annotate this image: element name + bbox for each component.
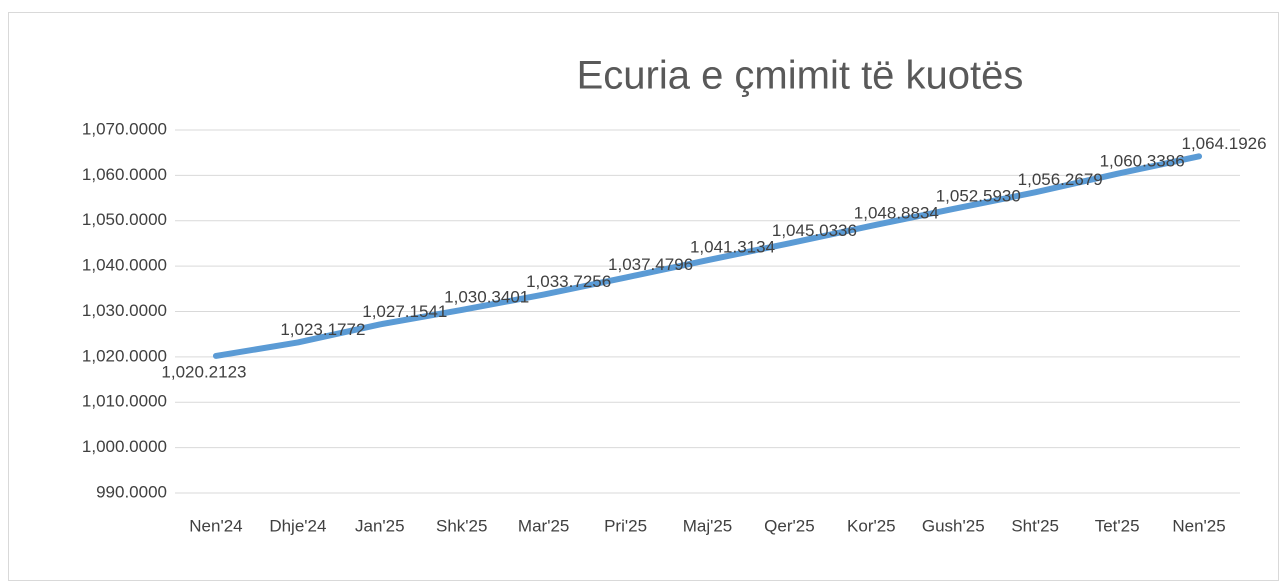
data-label: 1,064.1926: [1181, 134, 1266, 153]
x-tick-label: Sht'25: [1011, 516, 1059, 535]
y-tick-label: 1,010.0000: [82, 392, 167, 411]
y-tick-label: 990.0000: [96, 482, 167, 501]
chart-title: Ecuria e çmimit të kuotës: [577, 54, 1024, 98]
x-tick-label: Kor'25: [847, 516, 896, 535]
line-series: [212, 153, 1203, 359]
x-tick-label: Qer'25: [764, 516, 815, 535]
data-label: 1,060.3386: [1100, 151, 1185, 170]
y-tick-label: 1,060.0000: [82, 165, 167, 184]
data-label: 1,052.5930: [936, 186, 1021, 205]
data-label: 1,023.1772: [280, 320, 365, 339]
data-label: 1,048.8834: [854, 203, 939, 222]
y-tick-label: 1,040.0000: [82, 256, 167, 275]
x-tick-label: Pri'25: [604, 516, 647, 535]
chart-frame: [8, 12, 1279, 581]
y-tick-label: 1,050.0000: [82, 210, 167, 229]
x-tick-label: Tet'25: [1095, 516, 1140, 535]
x-tick-label: Gush'25: [922, 516, 985, 535]
data-label: 1,020.2123: [161, 362, 246, 381]
x-tick-label: Dhje'24: [269, 516, 326, 535]
data-label: 1,045.0336: [772, 221, 857, 240]
x-tick-label: Jan'25: [355, 516, 405, 535]
data-label: 1,027.1541: [362, 302, 447, 321]
y-tick-label: 1,000.0000: [82, 437, 167, 456]
y-tick-label: 1,020.0000: [82, 346, 167, 365]
x-tick-label: Nen'24: [189, 516, 242, 535]
data-label: 1,033.7256: [526, 272, 611, 291]
data-label: 1,037.4796: [608, 255, 693, 274]
x-tick-label: Mar'25: [518, 516, 569, 535]
x-tick-label: Maj'25: [683, 516, 733, 535]
data-label: 1,056.2679: [1018, 170, 1103, 189]
y-tick-label: 1,070.0000: [82, 119, 167, 138]
y-tick-label: 1,030.0000: [82, 301, 167, 320]
data-label: 1,030.3401: [444, 287, 529, 306]
x-tick-label: Nen'25: [1172, 516, 1225, 535]
data-label: 1,041.3134: [690, 238, 775, 257]
x-tick-label: Shk'25: [436, 516, 487, 535]
